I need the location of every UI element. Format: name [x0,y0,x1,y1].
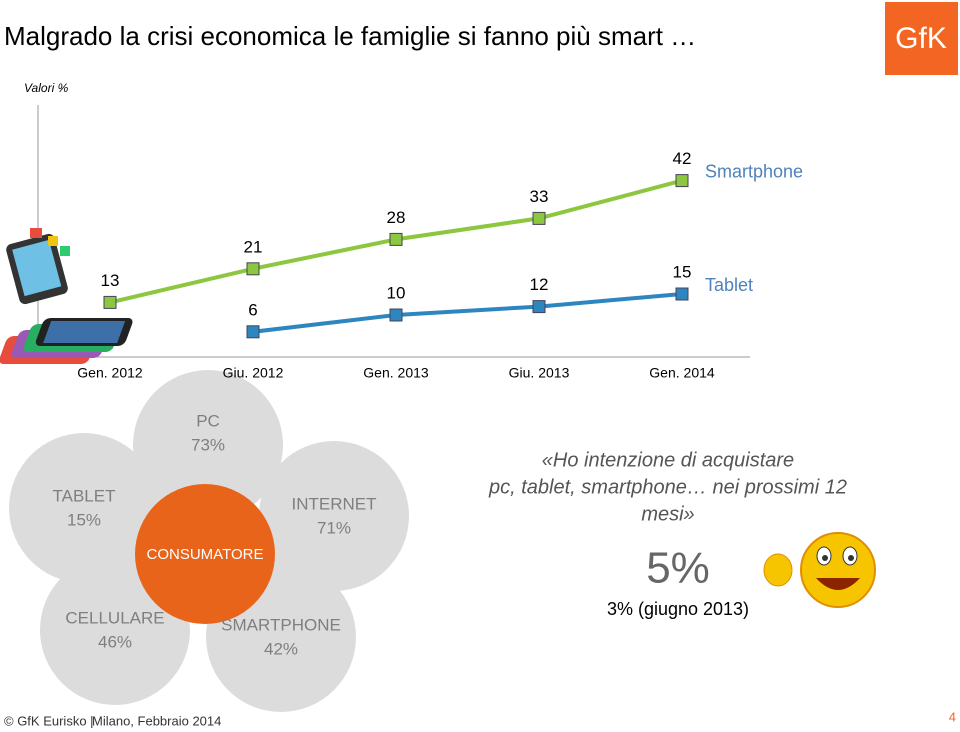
point-marker [532,211,546,225]
x-tick-label: Giu. 2012 [223,365,284,381]
data-label: 12 [530,275,549,294]
data-label: 10 [387,283,406,302]
logo-text: GfK [895,22,947,55]
quote-previous: 3% (giugno 2013) [607,599,749,619]
point-marker [389,308,403,322]
data-label: 42 [673,149,692,168]
page-number: 4 [949,709,956,724]
x-tick-label: Giu. 2013 [509,365,570,381]
tablet-stack [0,318,133,364]
quote-line: «Ho intenzione di acquistare [542,449,794,471]
node-label: TABLET [53,486,116,505]
logo-box [885,2,958,75]
footer-place: Milano, Febbraio 2014 [92,713,221,728]
node-label: SMARTPHONE [221,615,341,634]
quote-line: mesi» [641,503,694,525]
center-label: CONSUMATORE [147,546,264,563]
x-tick-label: Gen. 2012 [77,365,143,381]
x-tick-label: Gen. 2013 [363,365,429,381]
point-marker [246,262,260,276]
data-label: 6 [248,300,257,319]
data-label: 33 [530,187,549,206]
node-label: CELLULARE [65,608,164,627]
quote-line: pc, tablet, smartphone… nei prossimi 12 [488,476,847,498]
footer-source: © GfK Eurisko | [4,713,94,728]
slide-title: Malgrado la crisi economica le famiglie … [4,21,696,51]
x-tick-label: Gen. 2014 [649,365,715,381]
series-line [252,292,683,334]
diagram-node [259,441,409,591]
diagram-node [133,370,283,520]
data-label: 13 [101,271,120,290]
node-value: 71% [317,518,351,537]
node-value: 73% [191,435,225,454]
data-label: 28 [387,208,406,227]
diagram: TABLET 15% PC 73% INTERNET 71% CELLULARE 46% SMA… [9,370,409,712]
data-label: 21 [244,237,263,256]
node-value: 15% [67,510,101,529]
point-marker [103,295,117,309]
diagram-node [9,433,159,583]
point-marker [246,325,260,339]
series-name: Smartphone [705,161,803,181]
data-label: 15 [673,262,692,281]
point-marker [675,174,689,188]
node-value: 42% [264,639,298,658]
node-value: 46% [98,632,132,651]
node-label: INTERNET [292,494,377,513]
smiley [763,532,876,608]
phone-icon [6,228,70,305]
diagram-center [135,484,275,624]
node-label: PC [196,411,220,430]
point-marker [389,232,403,246]
axis-label: Valori % [24,81,69,95]
point-marker [675,287,689,301]
quote-figure: 5% [646,544,710,593]
series-name: Tablet [705,275,753,295]
point-marker [532,300,546,314]
